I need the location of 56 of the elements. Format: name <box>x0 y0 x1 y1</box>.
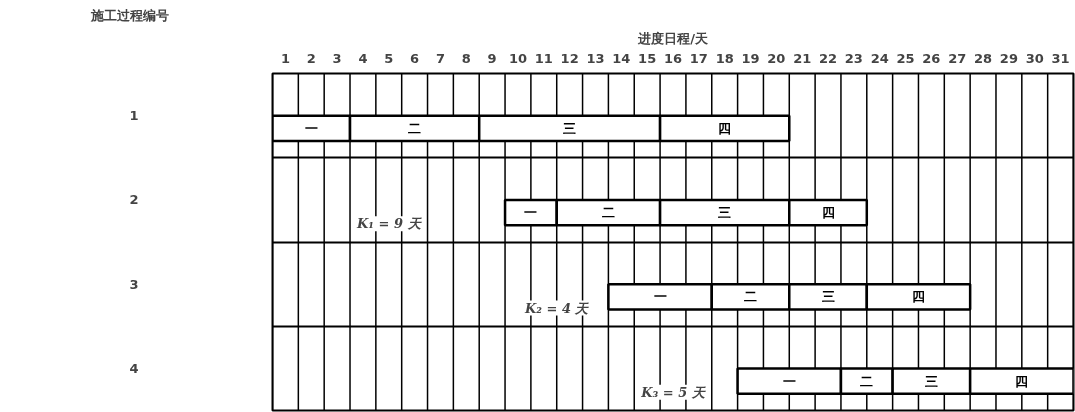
x-tick-label: 18 <box>715 50 734 66</box>
x-tick-label: 1 <box>280 50 290 66</box>
x-tick-label: 16 <box>663 50 683 66</box>
x-tick-label: 22 <box>818 50 838 66</box>
x-tick-label: 15 <box>638 50 657 66</box>
x-tick-label: 9 <box>487 50 497 66</box>
x-tick-label: 31 <box>1051 50 1070 66</box>
series-label: 四 <box>821 205 835 221</box>
x-tick-label: 4 <box>358 50 368 66</box>
x-tick-label: 20 <box>767 50 786 66</box>
x-tick-label: 26 <box>922 50 941 66</box>
text: 一 <box>782 373 796 389</box>
text: 一 <box>304 120 318 136</box>
x-tick-label: 25 <box>896 50 915 66</box>
annotation: K₃ = 5 天 <box>640 384 706 400</box>
x-tick-label: 23 <box>844 50 863 66</box>
text: 三 <box>821 289 835 305</box>
text: 四 <box>718 120 732 136</box>
series-label: 三 <box>718 205 732 221</box>
series-label: 一 <box>524 205 538 221</box>
text: 二 <box>860 373 874 389</box>
y-tick-label: 1 <box>129 108 139 124</box>
text: 一 <box>653 289 667 305</box>
x-tick-label: 24 <box>870 50 889 66</box>
annotation: K₁ = 9 天 <box>356 216 422 232</box>
x-axis-title: 进度日程/天 <box>637 30 709 46</box>
x-tick-label: 28 <box>974 50 993 66</box>
x-tick-label: 3 <box>332 50 342 66</box>
text: 二 <box>408 120 422 136</box>
x-tick-label: 29 <box>999 50 1018 66</box>
y-tick-label: 2 <box>129 192 139 208</box>
x-tick-label: 8 <box>461 50 471 66</box>
x-tick-label: 17 <box>689 50 708 66</box>
x-tick-label: 14 <box>612 50 631 66</box>
x-tick-label: 27 <box>948 50 967 66</box>
x-tick-label: 2 <box>306 50 316 66</box>
x-tick-label: 5 <box>384 50 394 66</box>
x-tick-label: 7 <box>435 50 445 66</box>
series-label: 二 <box>601 205 615 221</box>
annotation: K₂ = 4 天 <box>523 300 590 316</box>
x-tick-label: 11 <box>534 50 553 66</box>
x-tick-label: 30 <box>1025 50 1044 66</box>
x-tick-label: 10 <box>508 50 528 66</box>
text: 三 <box>563 120 577 136</box>
x-tick-label: 21 <box>793 50 812 66</box>
text: 四 <box>1015 373 1029 389</box>
text: 二 <box>744 289 758 305</box>
text: 四 <box>911 289 925 305</box>
y-axis-title: 施工过程编号 <box>89 7 169 23</box>
x-tick-label: 6 <box>410 50 420 66</box>
x-tick-label: 19 <box>741 50 760 66</box>
x-tick-label: 13 <box>586 50 605 66</box>
y-tick-label: 4 <box>129 360 139 376</box>
y-tick-label: 3 <box>129 276 139 292</box>
x-tick-label: 12 <box>560 50 579 66</box>
text: 三 <box>924 373 938 389</box>
